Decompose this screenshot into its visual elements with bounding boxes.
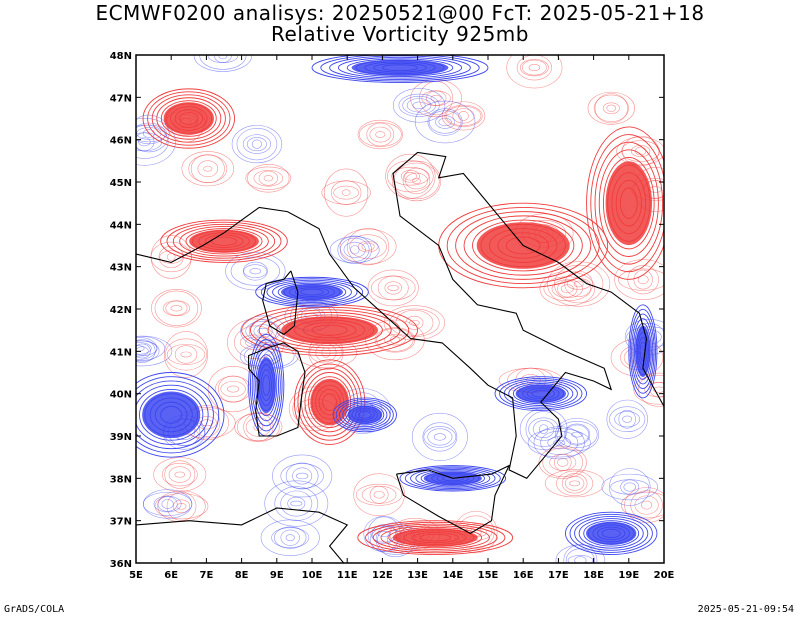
software-credit: GrADS/COLA <box>4 604 65 615</box>
lat-tick-label: 46N <box>110 136 132 147</box>
map-title: ECMWF0200 analisys: 20250521@00 FcT: 202… <box>95 1 705 25</box>
coastline-segment <box>395 464 511 535</box>
lat-tick-label: 40N <box>110 390 132 401</box>
positive-vorticity-core <box>142 88 236 149</box>
lat-tick-label: 47N <box>110 93 132 104</box>
lat-tick-label: 36N <box>110 559 132 570</box>
latitude-axis: 36N 37N 38N 39N 40N 41N 42N 43N 44N 45N 46N 47N 48N <box>110 51 664 570</box>
lon-tick-label: 18E <box>583 570 604 581</box>
lon-tick-label: 16E <box>513 570 534 581</box>
generation-timestamp: 2025-05-21-09:54 <box>697 604 794 615</box>
lon-tick-label: 15E <box>478 570 499 581</box>
coastline-segment <box>262 270 299 336</box>
lon-tick-label: 8E <box>235 570 249 581</box>
lat-tick-label: 42N <box>110 305 132 316</box>
plot-frame <box>135 54 665 564</box>
negative-vorticity-core <box>311 55 489 83</box>
coastline-segment <box>136 507 349 563</box>
lon-tick-label: 12E <box>372 570 393 581</box>
lon-tick-label: 11E <box>337 570 358 581</box>
lon-tick-label: 5E <box>129 570 143 581</box>
lat-tick-label: 45N <box>110 178 132 189</box>
coastline-segment <box>223 151 664 479</box>
coastlines <box>136 151 664 563</box>
negative-vorticity-core <box>628 304 658 399</box>
lon-tick-label: 20E <box>654 570 675 581</box>
lat-tick-label: 44N <box>110 220 132 231</box>
lon-tick-label: 10E <box>302 570 323 581</box>
lon-tick-label: 14E <box>442 570 463 581</box>
positive-vorticity-core <box>357 520 514 555</box>
lon-tick-label: 19E <box>618 570 639 581</box>
vorticity-contours <box>136 55 664 563</box>
lon-tick-label: 6E <box>164 570 178 581</box>
lat-tick-label: 38N <box>110 474 132 485</box>
coastline-segment <box>136 232 225 263</box>
negative-vorticity-core <box>564 511 658 555</box>
coastline-segment <box>248 342 306 437</box>
positive-vorticity-core <box>586 126 664 280</box>
lat-tick-label: 43N <box>110 263 132 274</box>
map-subtitle: Relative Vorticity 925mb <box>271 22 529 46</box>
lat-tick-label: 41N <box>110 347 132 358</box>
lon-tick-label: 7E <box>200 570 214 581</box>
lon-tick-label: 13E <box>407 570 428 581</box>
negative-vorticity-core <box>136 372 225 458</box>
negative-vorticity-core <box>248 333 285 437</box>
lat-tick-label: 37N <box>110 517 132 528</box>
positive-vorticity-core <box>241 304 419 357</box>
lon-tick-label: 17E <box>548 570 569 581</box>
longitude-axis: 5E 6E 7E 8E 9E 10E 11E 12E 13E 14E 15E 16E 17E 18E 19E… <box>129 55 675 581</box>
lon-tick-label: 9E <box>270 570 284 581</box>
negative-vorticity-core <box>494 376 588 412</box>
lat-tick-label: 48N <box>110 51 132 62</box>
lat-tick-label: 39N <box>110 432 132 443</box>
positive-vorticity-core <box>160 219 288 263</box>
negative-vorticity-core <box>332 397 397 433</box>
